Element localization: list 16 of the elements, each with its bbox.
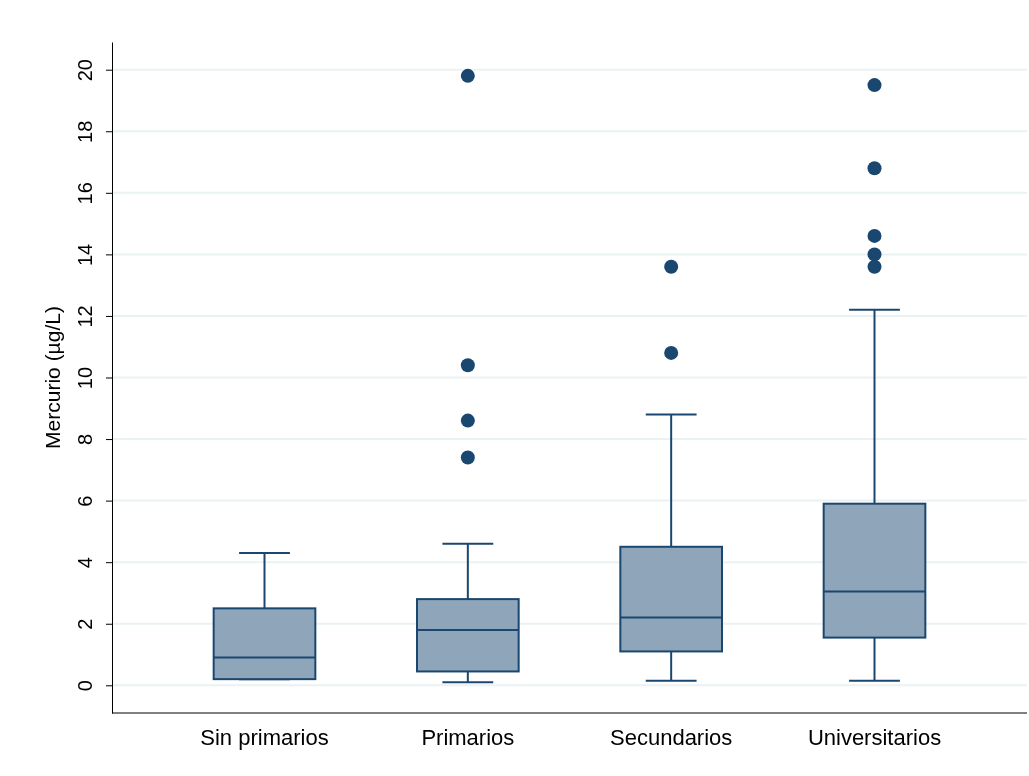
y-tick-label: 2 — [74, 618, 96, 630]
y-tick-label: 18 — [74, 120, 96, 143]
y-tick-label: 16 — [74, 182, 96, 205]
y-axis-title: Mercurio (µg/L) — [41, 306, 64, 449]
y-tick-label: 8 — [74, 434, 96, 446]
y-tick-label: 4 — [74, 557, 96, 569]
x-tick-label: Secundarios — [610, 724, 733, 750]
y-tick-label: 10 — [74, 366, 96, 390]
y-tick-label: 12 — [74, 305, 96, 328]
y-tick-label: 20 — [74, 59, 96, 82]
x-tick-label: Sin primarios — [200, 724, 329, 750]
y-tick-label: 6 — [74, 495, 96, 507]
y-tick-label: 14 — [74, 243, 96, 267]
y-tick-label: 0 — [74, 680, 96, 692]
x-tick-label: Primarios — [421, 724, 515, 750]
x-tick-label: Universitarios — [807, 724, 942, 750]
